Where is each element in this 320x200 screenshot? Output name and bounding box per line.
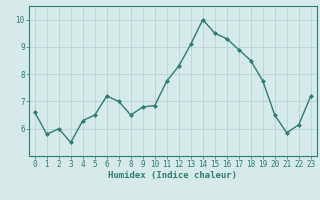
X-axis label: Humidex (Indice chaleur): Humidex (Indice chaleur)	[108, 171, 237, 180]
